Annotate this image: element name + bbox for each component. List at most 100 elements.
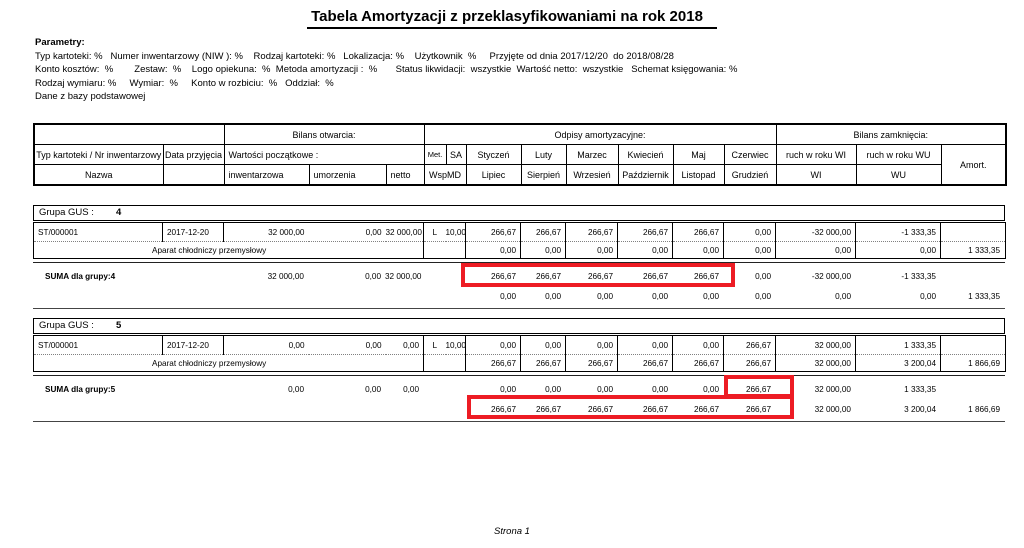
page-number: Strona 1 bbox=[494, 526, 530, 537]
group-band-number: 4 bbox=[116, 207, 122, 218]
col-kwiecien: Kwiecień bbox=[617, 144, 674, 165]
sum-umorzenia: 0,00 bbox=[365, 384, 381, 394]
asset-name: Aparat chłodniczy przemysłowy bbox=[33, 354, 424, 372]
asset-ruch-wi: -32 000,00 bbox=[775, 222, 856, 242]
asset-month-styczen: 266,67 bbox=[465, 222, 521, 242]
sum-empty bbox=[33, 399, 223, 419]
divider bbox=[33, 308, 1005, 309]
asset-wu: 0,00 bbox=[855, 241, 941, 259]
sum-month-marzec: 0,00 bbox=[597, 384, 613, 394]
header-empty-cell bbox=[33, 123, 225, 145]
header-bilans-otwarcia: Bilans otwarcia: bbox=[223, 123, 425, 145]
sum-month-pazdziernik: 0,00 bbox=[652, 291, 668, 301]
parameters-label: Parametry: bbox=[35, 37, 85, 48]
asset-month-pazdziernik: 0,00 bbox=[617, 241, 673, 259]
asset-amort-empty bbox=[941, 336, 1006, 355]
asset-detail-table: ST/000001 2017-12-20 32 000,00 0,00 32 0… bbox=[33, 222, 1006, 259]
sum-month-styczen: 266,67 bbox=[490, 271, 516, 281]
group-band: Grupa GUS : 5 bbox=[33, 318, 1005, 334]
asset-month-grudzien: 266,67 bbox=[723, 354, 776, 372]
col-wi: WI bbox=[775, 164, 857, 186]
col-marzec: Marzec bbox=[565, 144, 619, 165]
asset-month-maj: 0,00 bbox=[672, 335, 724, 355]
group-band: Grupa GUS : 4 bbox=[33, 205, 1005, 221]
sum-amort-empty bbox=[940, 379, 1005, 399]
sum-label: SUMA dla grupy:5 bbox=[45, 384, 116, 394]
col-sierpien: Sierpień bbox=[520, 164, 567, 186]
sum-month-pazdziernik: 266,67 bbox=[642, 404, 668, 414]
asset-month-maj: 266,67 bbox=[672, 222, 724, 242]
col-inwentarzowa: inwentarzowa bbox=[223, 164, 310, 186]
asset-netto: 32 000,00 bbox=[385, 222, 424, 242]
asset-umorzenia: 0,00 bbox=[365, 227, 382, 237]
header-odpisy-amortyzacyjne: Odpisy amortyzacyjne: bbox=[423, 123, 777, 145]
col-pazdziernik: Październik bbox=[617, 164, 674, 186]
asset-inwentarzowa: 0,00 bbox=[288, 340, 305, 350]
sum-wu: 3 200,04 bbox=[904, 404, 936, 414]
asset-month-kwiecien: 0,00 bbox=[617, 335, 673, 355]
sum-inwentarzowa: 32 000,00 bbox=[267, 271, 304, 281]
sum-month-grudzien: 0,00 bbox=[755, 291, 771, 301]
sum-wi: 0,00 bbox=[835, 291, 851, 301]
sum-wspmd-empty2 bbox=[423, 286, 465, 306]
col-typ-kartoteki: Typ kartoteki / Nr inwentarzowy bbox=[33, 144, 164, 165]
sum-inwentarzowa: 0,00 bbox=[288, 384, 304, 394]
sum-ruch-wi: -32 000,00 bbox=[811, 271, 851, 281]
sum-ruch-wu: -1 333,35 bbox=[901, 271, 936, 281]
asset-month-listopad: 0,00 bbox=[672, 241, 724, 259]
sum-month-lipiec: 266,67 bbox=[490, 404, 516, 414]
asset-month-luty: 266,67 bbox=[520, 222, 566, 242]
page-footer: Strona 1 bbox=[0, 526, 1024, 537]
asset-amort: 1 333,35 bbox=[940, 241, 1006, 259]
sum-umorzenia: 0,00 bbox=[365, 271, 381, 281]
divider bbox=[33, 421, 1005, 422]
asset-month-grudzien: 0,00 bbox=[723, 241, 776, 259]
sum-row-bottom: 0,00 0,00 0,00 0,00 0,00 0,00 0,00 0,00 … bbox=[33, 286, 1005, 306]
highlight-box-suma5-lipiec-grudzien bbox=[467, 395, 794, 419]
asset-inventory-number: ST/000001 bbox=[33, 222, 163, 242]
col-luty: Luty bbox=[520, 144, 567, 165]
group-band-label: Grupa GUS : bbox=[39, 320, 94, 331]
col-umorzenia: umorzenia bbox=[308, 164, 387, 186]
parameters-block: Parametry: Typ kartoteki: % Numer inwent… bbox=[35, 36, 1005, 104]
parameters-line-3: Rodzaj wymiaru: % Wymiar: % Konto w rozb… bbox=[35, 77, 334, 89]
col-czerwiec: Czerwiec bbox=[723, 144, 777, 165]
sum-amort-empty bbox=[940, 266, 1005, 286]
header-sub-row: Nazwa inwentarzowa umorzenia netto WspMD… bbox=[33, 164, 1006, 186]
divider bbox=[33, 375, 1005, 376]
sum-empty bbox=[33, 286, 223, 306]
col-styczen: Styczeń bbox=[465, 144, 522, 165]
col-sa: SA bbox=[445, 144, 467, 165]
asset-wi: 32 000,00 bbox=[775, 354, 856, 372]
sum-month-luty: 0,00 bbox=[545, 384, 561, 394]
col-ruch-w-roku-wi: ruch w roku WI bbox=[775, 144, 857, 165]
asset-sa: 10,00 bbox=[445, 335, 466, 355]
sum-ruch-wu: 1 333,35 bbox=[904, 384, 936, 394]
asset-row-bottom: Aparat chłodniczy przemysłowy 0,00 0,00 … bbox=[33, 241, 1006, 259]
sum-month-lipiec: 0,00 bbox=[500, 291, 516, 301]
asset-wspmd-empty bbox=[423, 354, 466, 372]
col-met: Met. bbox=[423, 144, 447, 165]
asset-date: 2017-12-20 bbox=[162, 222, 224, 242]
asset-row-top: ST/000001 2017-12-20 0,00 0,00 0,00 L 10… bbox=[33, 335, 1006, 355]
col-nazwa: Nazwa bbox=[33, 164, 164, 186]
col-ruch-w-roku-wu: ruch w roku WU bbox=[855, 144, 942, 165]
sum-month-listopad: 0,00 bbox=[703, 291, 719, 301]
col-netto: netto bbox=[385, 164, 425, 186]
sum-wspmd-empty bbox=[423, 266, 465, 286]
sum-wspmd-empty2 bbox=[423, 399, 465, 419]
col-wu: WU bbox=[855, 164, 942, 186]
sum-month-czerwiec: 266,67 bbox=[745, 384, 771, 394]
parameters-line-2: Konto kosztów: % Zestaw: % Logo opiekuna… bbox=[35, 64, 738, 75]
sum-month-wrzesien: 266,67 bbox=[587, 404, 613, 414]
col-grudzien: Grudzień bbox=[723, 164, 777, 186]
sum-row-bottom: 266,67 266,67 266,67 266,67 266,67 266,6… bbox=[33, 399, 1005, 419]
asset-month-lipiec: 266,67 bbox=[465, 354, 521, 372]
asset-month-pazdziernik: 266,67 bbox=[617, 354, 673, 372]
asset-amort: 1 866,69 bbox=[940, 354, 1006, 372]
asset-detail-table: ST/000001 2017-12-20 0,00 0,00 0,00 L 10… bbox=[33, 335, 1006, 372]
sum-row-top: SUMA dla grupy:5 0,00 0,00 0,00 0,00 0,0… bbox=[33, 379, 1005, 399]
asset-umorzenia: 0,00 bbox=[365, 340, 382, 350]
group-sum-table: SUMA dla grupy:4 32 000,00 0,00 32 000,0… bbox=[33, 266, 1005, 306]
sum-wspmd-empty bbox=[423, 379, 465, 399]
